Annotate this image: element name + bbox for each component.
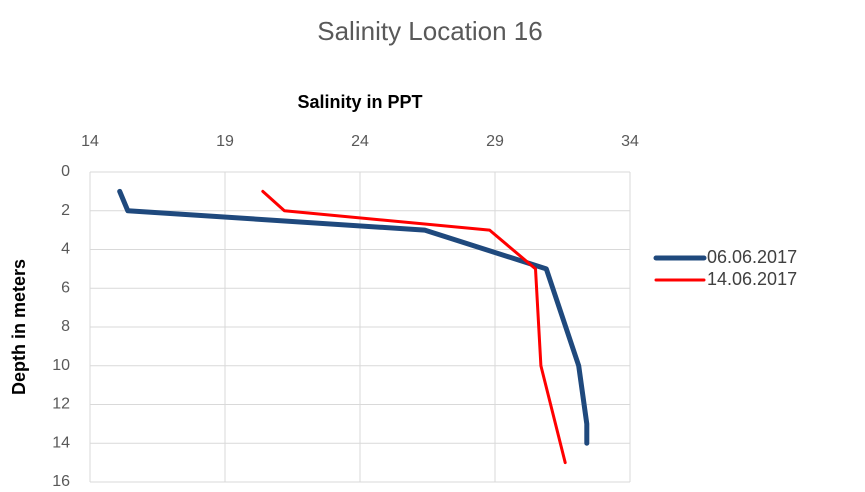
- x-axis-title: Salinity in PPT: [297, 92, 422, 112]
- y-tick-label: 14: [52, 434, 70, 451]
- y-tick-label: 8: [61, 318, 70, 335]
- x-tick-label: 29: [486, 133, 504, 150]
- legend-label: 06.06.2017: [707, 247, 797, 267]
- y-tick-label: 12: [52, 396, 70, 413]
- y-tick-label: 4: [61, 241, 70, 258]
- y-axis-title: Depth in meters: [9, 259, 29, 395]
- y-tick-label: 10: [52, 357, 70, 374]
- chart-title: Salinity Location 16: [317, 16, 542, 46]
- y-tick-label: 2: [61, 202, 70, 219]
- legend-label: 14.06.2017: [707, 269, 797, 289]
- y-tick-label: 0: [61, 163, 70, 180]
- x-tick-label: 24: [351, 133, 369, 150]
- y-tick-label: 16: [52, 473, 70, 490]
- x-tick-label: 34: [621, 133, 639, 150]
- y-tick-label: 6: [61, 279, 70, 296]
- data-line: [261, 189, 567, 465]
- data-line: [117, 188, 590, 446]
- x-tick-label: 19: [216, 133, 234, 150]
- x-tick-label: 14: [81, 133, 99, 150]
